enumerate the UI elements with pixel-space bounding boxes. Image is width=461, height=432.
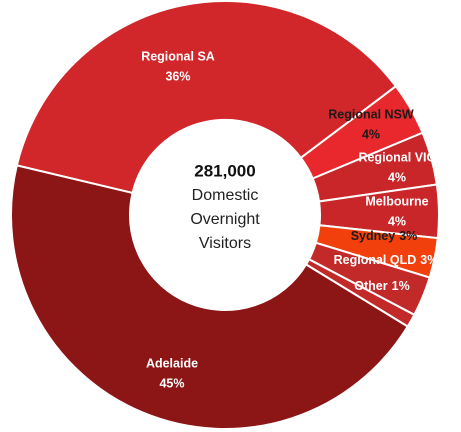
slice-value-label: 4% (388, 214, 406, 228)
slice (15, 0, 398, 195)
slice-label: Sydney (351, 229, 396, 243)
slice-label-line: Other 1% (354, 279, 409, 293)
slice-value-label: 3% (399, 229, 417, 243)
center-line: Visitors (199, 235, 251, 252)
slice-label: Adelaide (146, 356, 198, 370)
slice-value-label: 4% (362, 127, 380, 141)
slices (10, 0, 440, 430)
center-line: Domestic (192, 187, 259, 204)
slice-value-label: 4% (388, 170, 406, 184)
slice-label: Other (354, 279, 387, 293)
labels: Regional SA 36% Regional NSW 4% Regional VIC… (141, 49, 438, 390)
slice-label-line: Sydney 3% (351, 229, 418, 243)
center-value: 281,000 (194, 161, 255, 180)
slice-label-line: Regional QLD 3% (334, 253, 439, 267)
slice-value-label: 45% (159, 376, 184, 390)
slice-label: Regional SA (141, 49, 215, 63)
slice-label: Melbourne (365, 194, 428, 208)
slice-value-label: 36% (165, 69, 190, 83)
slice-label: Regional QLD (334, 253, 417, 267)
slice-value-label: 1% (392, 279, 410, 293)
center-line: Overnight (190, 211, 260, 228)
slice-label: Regional VIC (358, 150, 435, 164)
slice (10, 164, 410, 430)
slice-value-label: 3% (420, 253, 438, 267)
slice-label: Regional NSW (328, 107, 414, 121)
